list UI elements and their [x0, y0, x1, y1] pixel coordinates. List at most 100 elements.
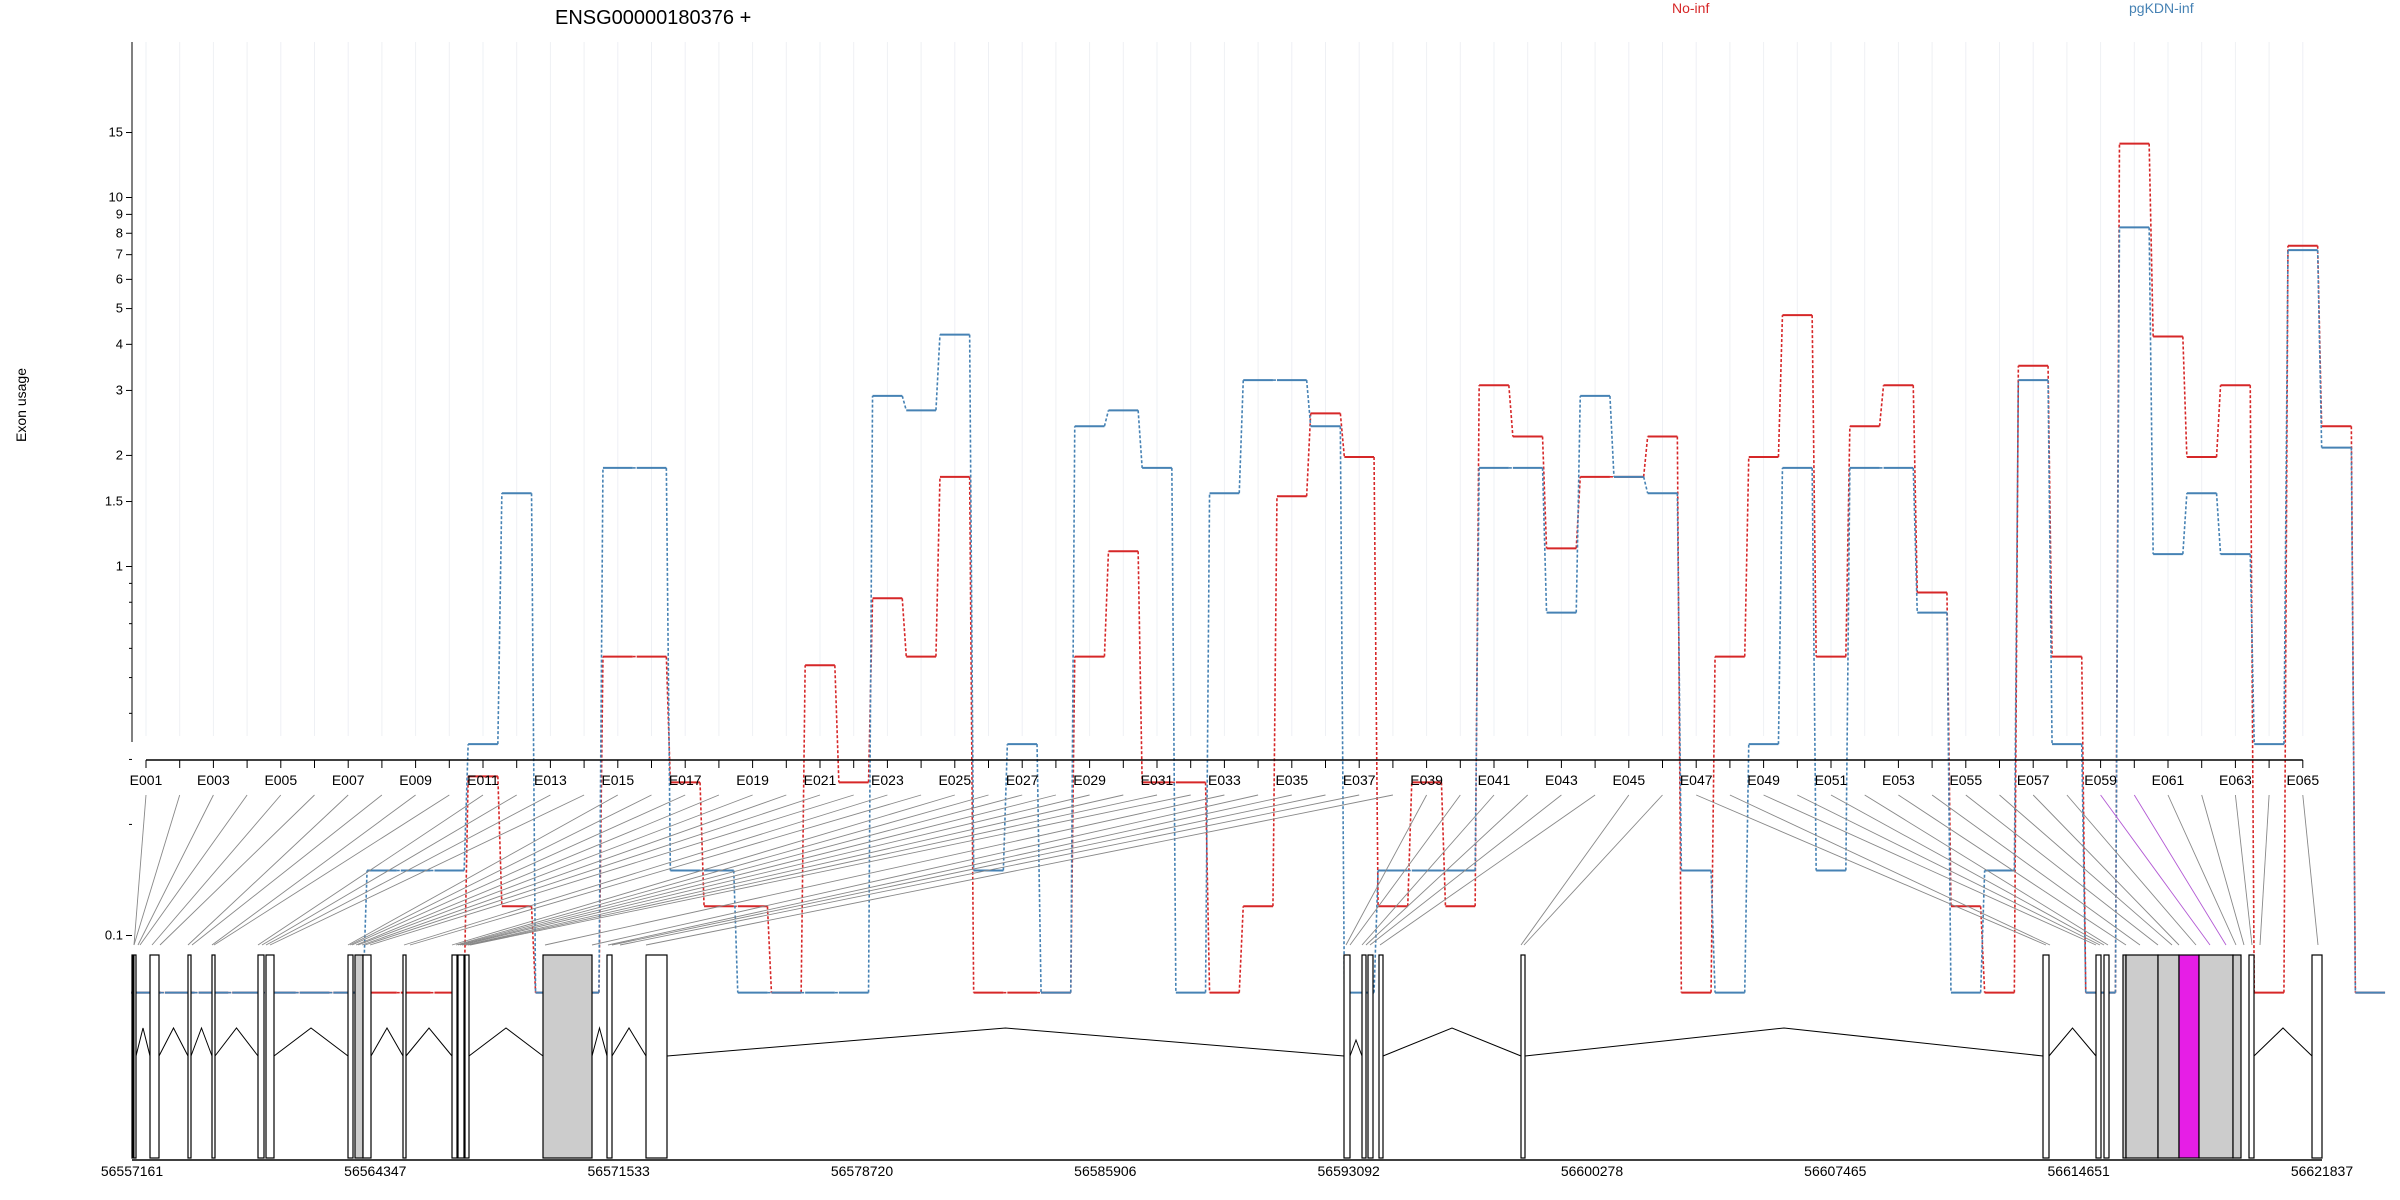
connector-E053: [1898, 794, 2127, 946]
step-connector: [1137, 551, 1143, 783]
exon-block: [402, 954, 407, 1159]
exon-label-E007: E007: [332, 772, 365, 788]
step-connector: [1069, 426, 1076, 993]
connector-E065: [2302, 794, 2319, 946]
connector-E023: [403, 794, 888, 946]
step-connector: [1305, 380, 1312, 427]
exon-label-E061: E061: [2152, 772, 2185, 788]
intron-line: [1349, 1038, 1363, 1057]
connector-E063: [2234, 794, 2253, 946]
intron-line: [1382, 1027, 1522, 1057]
step-connector: [497, 776, 503, 907]
intron-line: [370, 1026, 404, 1057]
step-connector: [1811, 315, 1817, 657]
step-connector: [1777, 467, 1784, 745]
connector-E043: [1369, 794, 1562, 946]
y-tick-label-1.5: 1.5: [105, 494, 123, 509]
intron-line: [591, 1026, 608, 1057]
exon-block: [2198, 954, 2234, 1159]
connector-E029: [461, 794, 1090, 946]
step-connector: [1103, 410, 1110, 427]
exon-label-E011: E011: [467, 772, 499, 788]
intron-line: [135, 1027, 151, 1057]
connector-E044: [1379, 794, 1596, 946]
step-connector: [732, 870, 739, 993]
step-connector: [2182, 336, 2188, 458]
intron-line: [190, 1026, 213, 1057]
exon-block: [265, 954, 275, 1159]
step-connector: [530, 493, 537, 993]
step-connector: [1339, 426, 1346, 993]
step-connector: [2350, 447, 2357, 993]
exon-block: [2095, 954, 2102, 1159]
intron-line: [214, 1027, 259, 1057]
step-connector: [1575, 395, 1582, 613]
exon-block: [542, 954, 593, 1159]
connector-E020: [361, 794, 787, 946]
exon-label-E009: E009: [399, 772, 432, 788]
connector-E018: [355, 794, 720, 946]
exon-block: [1361, 954, 1367, 1159]
coord-label-56564347: 56564347: [344, 1163, 407, 1179]
connector-E003: [137, 794, 214, 946]
exon-label-E013: E013: [534, 772, 567, 788]
exon-block: [2125, 954, 2159, 1159]
connector-E050: [1797, 794, 2101, 946]
connector-E049: [1763, 794, 2097, 946]
connector-E019: [357, 794, 753, 946]
series-pgkdn-inf: [131, 226, 2386, 994]
exon-label-E025: E025: [938, 772, 971, 788]
connector-E056: [1999, 794, 2173, 946]
exon-label-E023: E023: [871, 772, 904, 788]
intron-line: [1524, 1027, 2044, 1057]
exon-label-E043: E043: [1545, 772, 1578, 788]
exon-label-E065: E065: [2286, 772, 2319, 788]
connector-E033: [544, 794, 1225, 946]
step-connector: [2283, 250, 2289, 745]
exon-block: [1378, 954, 1384, 1159]
exon-block: [1367, 954, 1374, 1159]
step-connector: [665, 467, 672, 871]
exon-label-E037: E037: [1343, 772, 1376, 788]
y-tick-label-6: 6: [116, 271, 123, 286]
connector-E017: [351, 794, 686, 946]
step-connector: [968, 476, 975, 993]
step-connector: [2047, 380, 2053, 745]
exon-label-E059: E059: [2084, 772, 2117, 788]
connector-E037: [619, 794, 1360, 946]
step-connector: [1979, 870, 1986, 993]
y-tick-label-5: 5: [116, 301, 123, 316]
exon-label-E053: E053: [1882, 772, 1915, 788]
coord-label-56600278: 56600278: [1561, 1163, 1624, 1179]
step-connector: [1373, 457, 1379, 907]
exon-block: [1520, 954, 1526, 1159]
y-axis-label: Exon usage: [13, 368, 29, 442]
connector-E039: [1345, 794, 1427, 946]
step-connector: [1642, 436, 1649, 477]
intron-line: [158, 1026, 189, 1057]
connector-E045: [1520, 794, 1630, 946]
exon-block: [347, 954, 354, 1159]
step-connector: [1777, 315, 1784, 458]
exon-block: [1343, 954, 1351, 1159]
exon-label-E003: E003: [197, 772, 230, 788]
intron-line: [2253, 1027, 2313, 1057]
y-axis: 0.1 1 1.5 2 3 4 5 6 7 8 910 15: [105, 42, 133, 943]
step-connector: [1743, 457, 1750, 657]
step-connector: [834, 665, 840, 783]
connector-E059: [2100, 794, 2211, 946]
exon-label-E017: E017: [669, 772, 702, 788]
exon-label-E033: E033: [1208, 772, 1241, 788]
step-connector: [1204, 493, 1211, 993]
step-connector: [2249, 554, 2256, 745]
exon-block: [606, 954, 613, 1159]
exon-label-E031: E031: [1141, 772, 1174, 788]
grid-lines: [145, 42, 2304, 736]
y-tick-label-3: 3: [116, 382, 123, 397]
connector-E012: [261, 794, 517, 946]
step-connector: [1339, 413, 1346, 458]
step-connector: [1845, 426, 1851, 657]
step-connector: [1238, 906, 1245, 993]
connector-E064: [2259, 794, 2270, 946]
exon-block: [2178, 954, 2200, 1159]
